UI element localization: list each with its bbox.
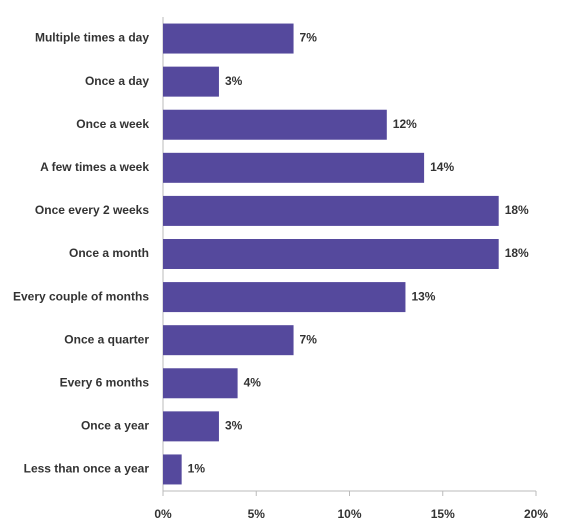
bar	[163, 152, 425, 183]
value-label: 4%	[244, 375, 262, 389]
x-tick-label: 0%	[154, 507, 172, 521]
y-tick-label: Every 6 months	[60, 375, 150, 389]
bar	[163, 411, 219, 442]
bar	[163, 282, 406, 313]
value-label: 7%	[300, 31, 318, 45]
value-label: 18%	[505, 246, 529, 260]
bar	[163, 23, 294, 54]
bar	[163, 195, 499, 226]
x-tick-label: 20%	[524, 507, 548, 521]
y-tick-label: Once a week	[76, 117, 149, 131]
y-tick-label: Multiple times a day	[35, 31, 149, 45]
y-tick-label: Every couple of months	[13, 289, 149, 303]
y-tick-label: Once every 2 weeks	[35, 203, 149, 217]
y-tick-label: Once a year	[81, 419, 149, 433]
value-label: 12%	[393, 117, 417, 131]
bar	[163, 454, 182, 485]
x-tick-label: 10%	[337, 507, 361, 521]
value-label: 1%	[188, 462, 206, 476]
bar	[163, 368, 238, 399]
y-tick-label: Once a quarter	[64, 332, 149, 346]
y-tick-label: Once a day	[85, 74, 149, 88]
value-label: 13%	[411, 289, 435, 303]
y-tick-label: A few times a week	[40, 160, 149, 174]
x-tick-label: 5%	[248, 507, 266, 521]
value-label: 7%	[300, 332, 318, 346]
value-label: 18%	[505, 203, 529, 217]
bar	[163, 239, 499, 269]
bar	[163, 66, 219, 97]
y-tick-label: Once a month	[69, 246, 149, 260]
value-label: 3%	[225, 419, 243, 433]
bar	[163, 325, 294, 356]
x-tick-label: 15%	[431, 507, 455, 521]
value-label: 14%	[430, 160, 454, 174]
bar	[163, 109, 387, 140]
value-label: 3%	[225, 74, 243, 88]
y-tick-label: Less than once a year	[24, 462, 150, 476]
